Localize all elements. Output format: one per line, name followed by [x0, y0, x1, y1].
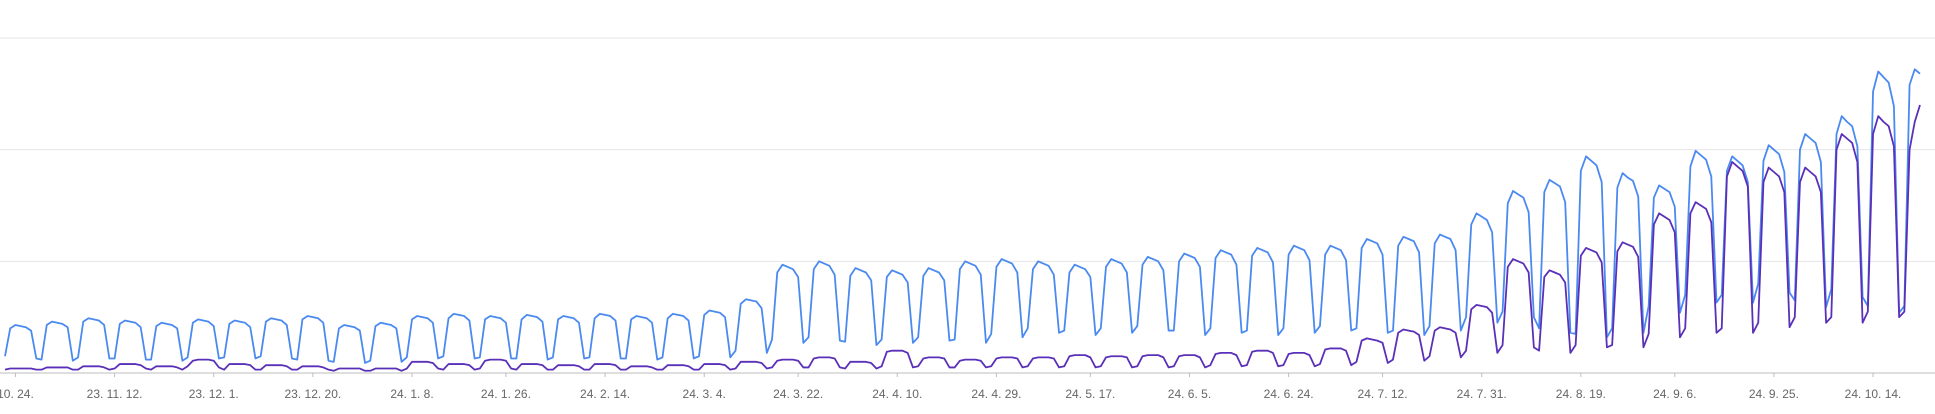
x-tick-label: 24. 10. 14.	[1845, 387, 1902, 401]
series-line	[4, 68, 1921, 364]
series-line	[4, 104, 1921, 372]
x-tick-label: 24. 7. 31.	[1457, 387, 1507, 401]
x-tick-label: 24. 4. 29.	[971, 387, 1021, 401]
x-tick-label: 24. 8. 19.	[1556, 387, 1606, 401]
x-tick-label: 23. 12. 1.	[189, 387, 239, 401]
x-tick-label: 24. 2. 14.	[580, 387, 630, 401]
x-tick-label: 23. 11. 12.	[87, 387, 143, 401]
x-tick-label: 24. 6. 5.	[1168, 387, 1211, 401]
x-tick-label: 24. 7. 12.	[1358, 387, 1408, 401]
x-tick-label: 23. 12. 20.	[285, 387, 342, 401]
x-tick-label: 24. 1. 8.	[390, 387, 433, 401]
x-tick-label: 24. 9. 25.	[1749, 387, 1799, 401]
x-tick-label: 24. 9. 6.	[1653, 387, 1696, 401]
x-tick-label: 24. 3. 4.	[683, 387, 726, 401]
x-tick-label: 24. 6. 24.	[1264, 387, 1314, 401]
x-tick-label: 24. 4. 10.	[872, 387, 922, 401]
x-tick-label: 24. 5. 17.	[1065, 387, 1115, 401]
x-tick-label: 24. 1. 26.	[481, 387, 531, 401]
x-tick-label: 24. 3. 22.	[773, 387, 823, 401]
x-tick-label: 10. 24.	[0, 387, 34, 401]
